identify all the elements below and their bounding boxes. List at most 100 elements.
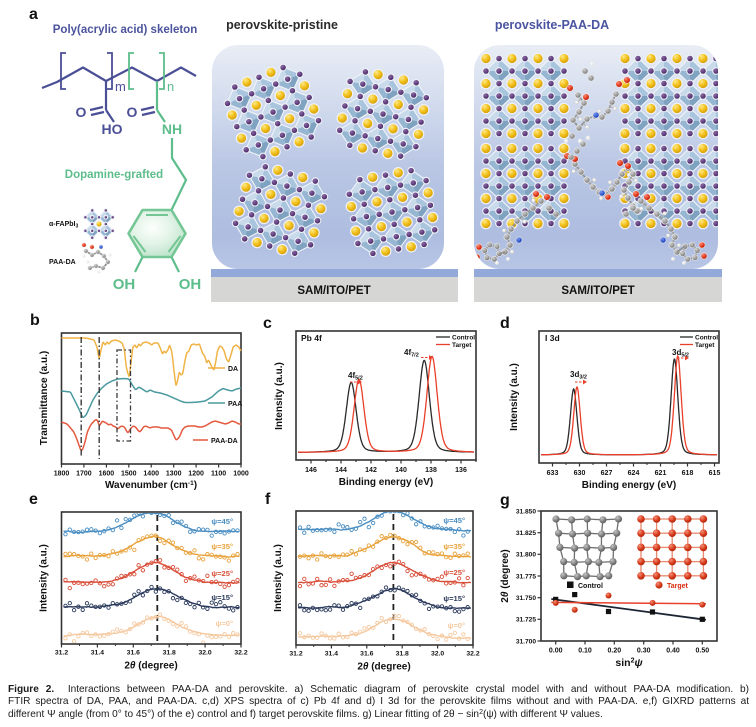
svg-text:31.6: 31.6 — [127, 650, 140, 657]
svg-text:32.2: 32.2 — [466, 651, 479, 658]
svg-text:0.20: 0.20 — [607, 648, 621, 655]
svg-text:31.825: 31.825 — [516, 530, 537, 537]
svg-text:146: 146 — [305, 467, 317, 474]
svg-text:136: 136 — [455, 467, 467, 474]
svg-text:f: f — [265, 491, 271, 508]
svg-text:Intensity (a.u.): Intensity (a.u.) — [274, 362, 285, 430]
svg-text:1800: 1800 — [54, 471, 70, 478]
svg-text:ψ=45°: ψ=45° — [211, 517, 233, 526]
svg-text:SAM/ITO/PET: SAM/ITO/PET — [561, 285, 634, 297]
svg-text:e: e — [29, 491, 38, 508]
svg-text:31.4: 31.4 — [91, 650, 104, 657]
svg-text:138: 138 — [425, 467, 437, 474]
svg-text:ψ=45°: ψ=45° — [443, 516, 465, 525]
svg-text:31.2: 31.2 — [289, 651, 302, 658]
svg-text:32.2: 32.2 — [234, 650, 247, 657]
svg-text:0.00: 0.00 — [549, 648, 563, 655]
svg-text:SAM/ITO/PET: SAM/ITO/PET — [297, 285, 370, 297]
svg-text:PAA-DA: PAA-DA — [49, 259, 76, 266]
svg-text:ψ=15°: ψ=15° — [443, 594, 465, 603]
svg-text:Intensity (a.u.): Intensity (a.u.) — [39, 544, 50, 612]
svg-text:1700: 1700 — [76, 471, 92, 478]
svg-text:ψ=0°: ψ=0° — [216, 619, 233, 628]
svg-text:624: 624 — [628, 470, 640, 477]
svg-text:1000: 1000 — [233, 471, 249, 478]
svg-text:g: g — [500, 492, 510, 509]
svg-text:Control: Control — [695, 335, 718, 342]
svg-text:Poly(acrylic acid) skeleton: Poly(acrylic acid) skeleton — [53, 24, 197, 36]
svg-text:b: b — [30, 312, 40, 329]
svg-text:Target: Target — [695, 342, 715, 349]
svg-text:Intensity (a.u.): Intensity (a.u.) — [509, 363, 520, 431]
svg-text:ψ=25°: ψ=25° — [211, 569, 233, 578]
svg-text:Transmittance (a.u.): Transmittance (a.u.) — [39, 351, 50, 445]
svg-text:31.725: 31.725 — [516, 617, 537, 624]
svg-text:615: 615 — [709, 470, 721, 477]
svg-text:4f7/2: 4f7/2 — [404, 348, 419, 359]
svg-text:ψ=35°: ψ=35° — [443, 542, 465, 551]
svg-text:α-FAPbI3: α-FAPbI3 — [49, 221, 78, 230]
svg-text:4f5/2: 4f5/2 — [348, 371, 363, 382]
svg-text:m: m — [115, 79, 126, 94]
svg-text:perovskite-pristine: perovskite-pristine — [226, 18, 338, 32]
svg-text:31.850: 31.850 — [516, 508, 537, 515]
svg-text:633: 633 — [547, 470, 559, 477]
svg-text:Binding energy (eV): Binding energy (eV) — [339, 477, 433, 488]
svg-text:ψ=0°: ψ=0° — [448, 621, 465, 630]
svg-text:3d5/2: 3d5/2 — [672, 348, 689, 359]
svg-text:31.8: 31.8 — [396, 651, 409, 658]
svg-text:DA: DA — [228, 366, 238, 373]
svg-text:HO: HO — [102, 121, 123, 137]
svg-text:ψ=15°: ψ=15° — [211, 593, 233, 602]
svg-text:O: O — [127, 104, 138, 120]
svg-text:Control: Control — [578, 583, 603, 590]
svg-text:0.40: 0.40 — [666, 648, 680, 655]
svg-text:627: 627 — [601, 470, 613, 477]
svg-text:a: a — [29, 6, 38, 23]
svg-text:PAA: PAA — [228, 401, 242, 408]
svg-text:I 3d: I 3d — [545, 333, 560, 343]
svg-text:OH: OH — [179, 276, 202, 293]
svg-text:Binding energy (eV): Binding energy (eV) — [582, 480, 676, 491]
svg-text:perovskite-PAA-DA: perovskite-PAA-DA — [495, 18, 609, 32]
svg-text:ψ=25°: ψ=25° — [443, 568, 465, 577]
svg-text:1200: 1200 — [188, 471, 204, 478]
svg-text:142: 142 — [365, 467, 377, 474]
svg-text:Wavenumber (cm-1): Wavenumber (cm-1) — [105, 480, 197, 491]
svg-text:0.30: 0.30 — [637, 648, 651, 655]
svg-text:144: 144 — [335, 467, 347, 474]
svg-text:0.10: 0.10 — [578, 648, 592, 655]
svg-text:31.750: 31.750 — [516, 595, 537, 602]
svg-text:1100: 1100 — [211, 471, 226, 478]
svg-text:Dopamine-grafted: Dopamine-grafted — [65, 169, 163, 181]
svg-text:1300: 1300 — [166, 471, 182, 478]
svg-text:31.800: 31.800 — [516, 552, 537, 559]
svg-text:c: c — [263, 315, 272, 332]
svg-text:621: 621 — [655, 470, 667, 477]
svg-text:PAA-DA: PAA-DA — [211, 438, 238, 445]
svg-text:31.6: 31.6 — [360, 651, 373, 658]
svg-text:31.775: 31.775 — [516, 573, 537, 580]
svg-text:630: 630 — [574, 470, 586, 477]
svg-text:Target: Target — [452, 342, 472, 349]
svg-text:O: O — [76, 104, 87, 120]
svg-text:31.4: 31.4 — [325, 651, 338, 658]
svg-text:1400: 1400 — [143, 471, 159, 478]
svg-text:OH: OH — [113, 276, 136, 293]
svg-text:Pb 4f: Pb 4f — [301, 333, 322, 343]
svg-text:ψ=35°: ψ=35° — [211, 542, 233, 551]
svg-text:140: 140 — [395, 467, 407, 474]
svg-text:3d3/2: 3d3/2 — [570, 370, 587, 381]
svg-text:2θ (degree): 2θ (degree) — [124, 661, 177, 672]
svg-text:d: d — [500, 315, 510, 332]
svg-text:2θ (degree): 2θ (degree) — [357, 662, 410, 673]
svg-text:31.8: 31.8 — [163, 650, 176, 657]
svg-text:2θ (degree): 2θ (degree) — [500, 549, 511, 602]
svg-text:32.0: 32.0 — [198, 650, 211, 657]
svg-text:31.700: 31.700 — [516, 638, 537, 645]
svg-text:Control: Control — [452, 335, 475, 342]
svg-text:618: 618 — [682, 470, 694, 477]
svg-text:NH: NH — [162, 121, 182, 137]
svg-text:sin2ψ: sin2ψ — [615, 657, 642, 669]
svg-text:Intensity (a.u.): Intensity (a.u.) — [273, 544, 284, 612]
